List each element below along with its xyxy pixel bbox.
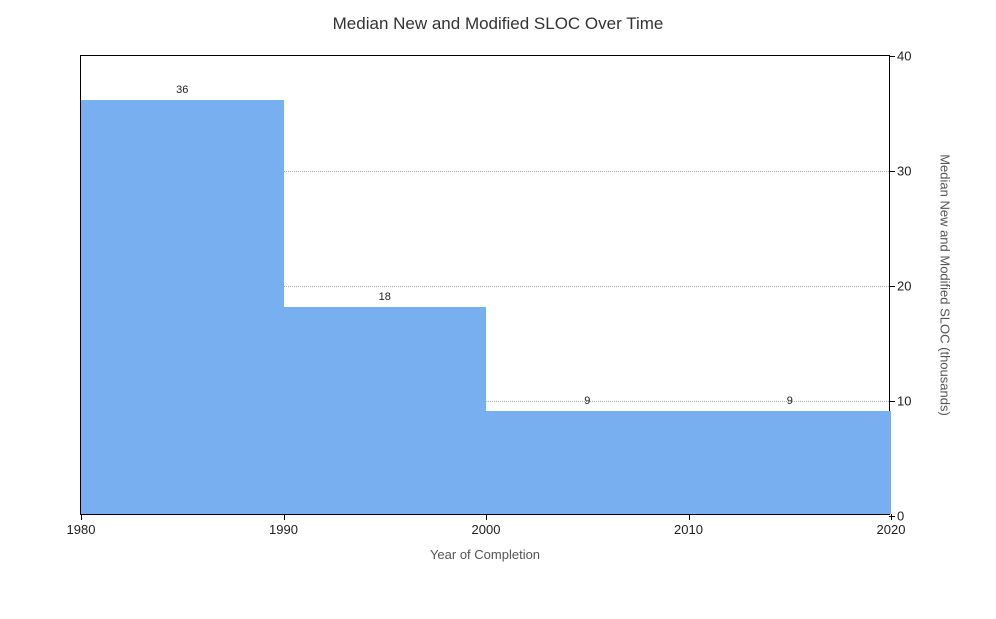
y-axis-label: Median New and Modified SLOC (thousands) (938, 154, 953, 416)
bar (486, 411, 689, 515)
xtick-label: 2000 (456, 522, 516, 537)
chart-title: Median New and Modified SLOC Over Time (0, 14, 996, 34)
ytick-label: 10 (897, 394, 937, 409)
xtick-label: 2020 (861, 522, 921, 537)
plot-area: 01020304019801990200020102020361899 (80, 55, 890, 515)
sloc-chart: Median New and Modified SLOC Over Time 0… (0, 0, 996, 619)
ytick-mark (889, 56, 895, 57)
x-axis-label: Year of Completion (80, 547, 890, 562)
ytick-label: 20 (897, 279, 937, 294)
ytick-mark (889, 171, 895, 172)
bar-value-label: 9 (689, 395, 892, 407)
xtick-label: 1990 (254, 522, 314, 537)
bar (81, 100, 284, 514)
ytick-mark (889, 516, 895, 517)
ytick-mark (889, 286, 895, 287)
xtick-label: 2010 (659, 522, 719, 537)
bar-value-label: 18 (284, 291, 487, 303)
bar-value-label: 9 (486, 395, 689, 407)
bar-value-label: 36 (81, 84, 284, 96)
xtick-mark (891, 514, 892, 520)
xtick-mark (81, 514, 82, 520)
xtick-label: 1980 (51, 522, 111, 537)
xtick-mark (284, 514, 285, 520)
xtick-mark (486, 514, 487, 520)
bar (689, 411, 892, 515)
ytick-label: 40 (897, 49, 937, 64)
bar (284, 307, 487, 514)
xtick-mark (689, 514, 690, 520)
ytick-label: 30 (897, 164, 937, 179)
